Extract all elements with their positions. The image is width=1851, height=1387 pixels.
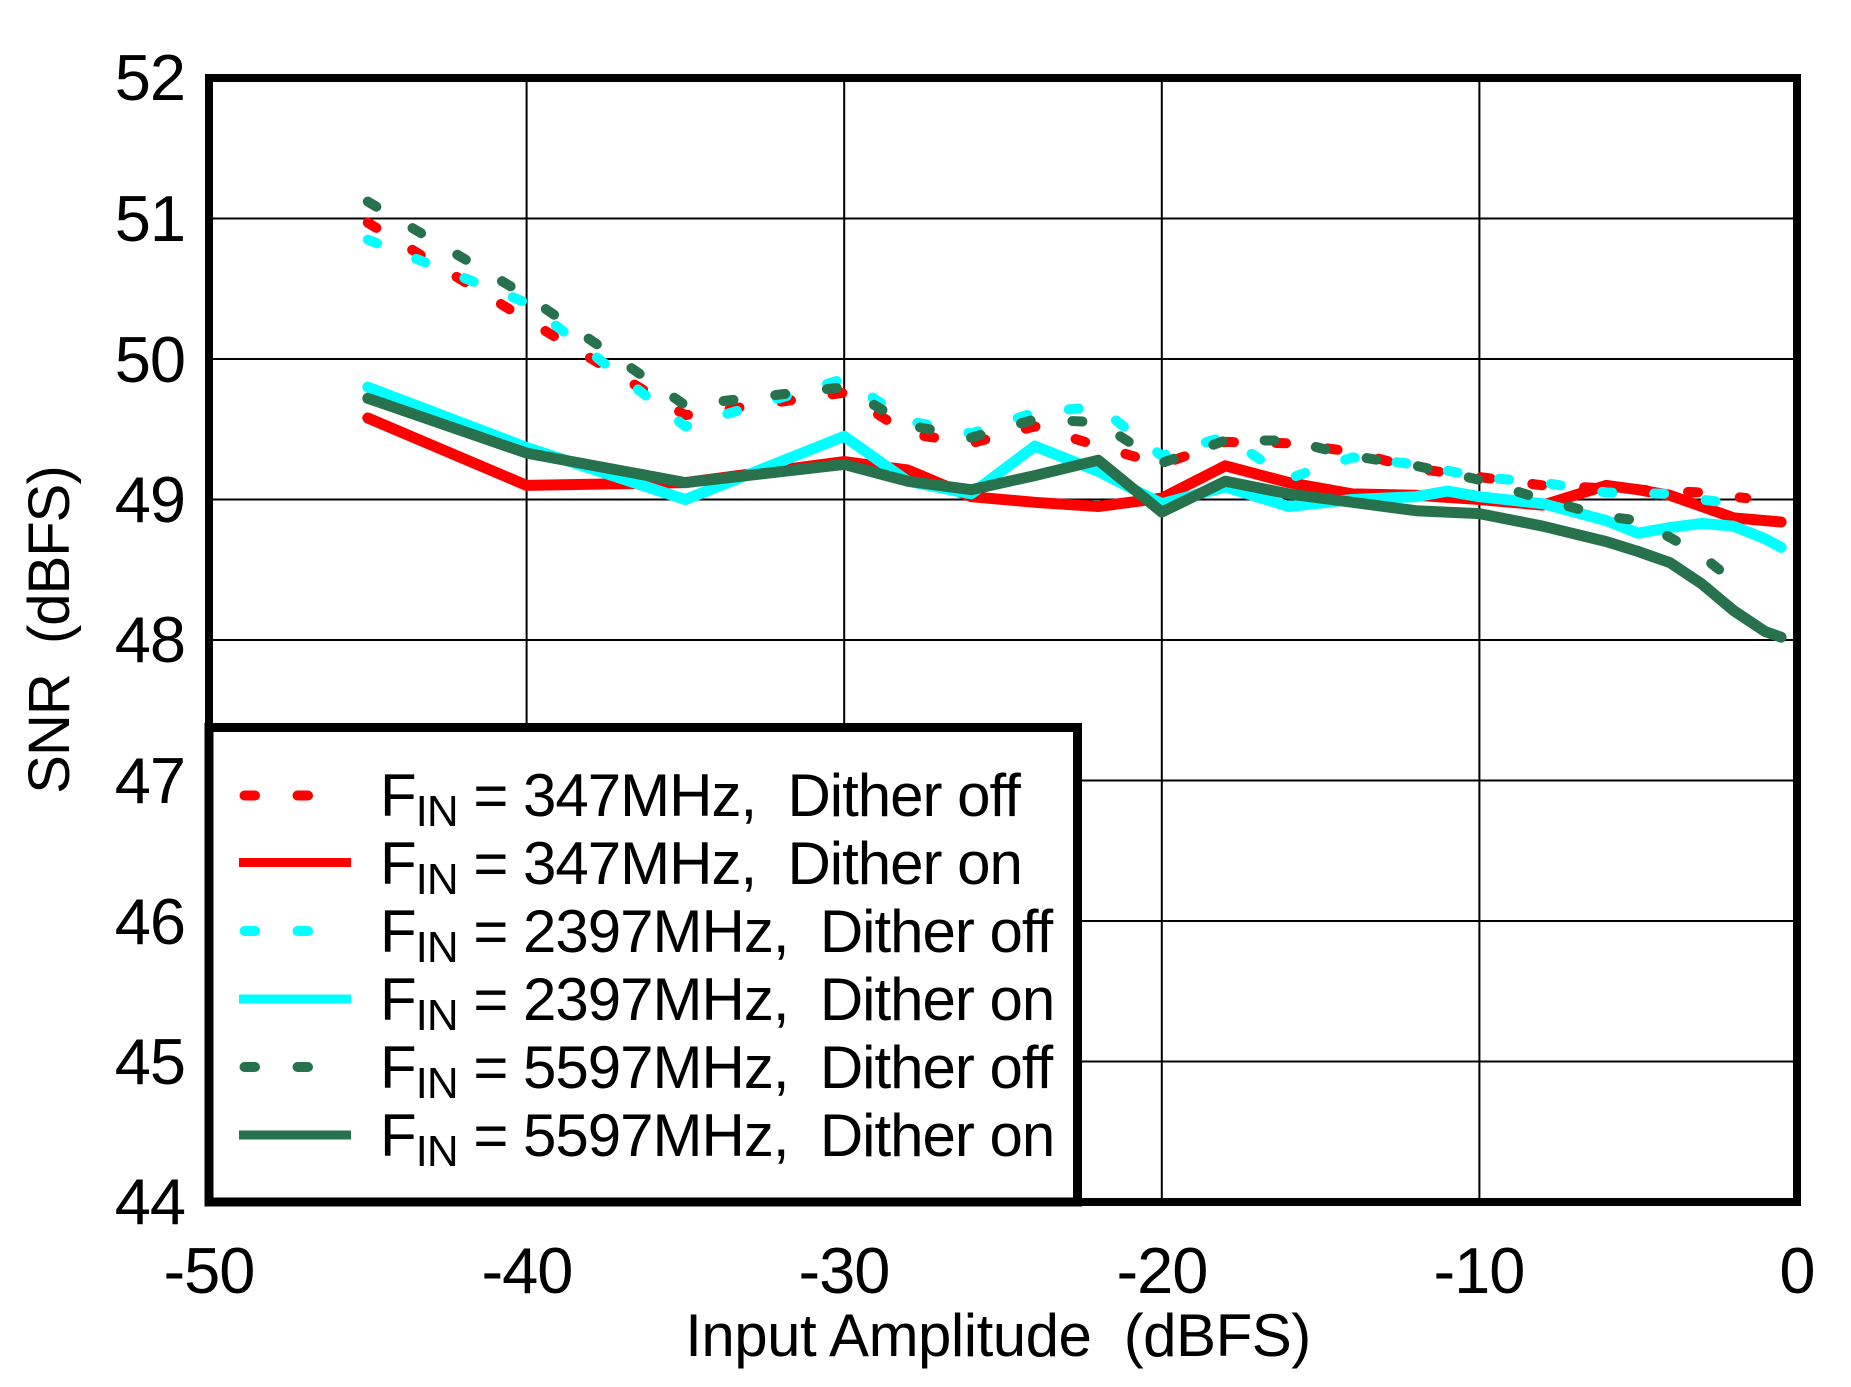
svg-text:-20: -20 [1117, 1234, 1208, 1307]
svg-text:FIN = 347MHz, Dither off: FIN = 347MHz, Dither off [380, 762, 1021, 836]
svg-text:FIN = 347MHz, Dither on: FIN = 347MHz, Dither on [380, 830, 1022, 904]
svg-text:FIN = 2397MHz, Dither off: FIN = 2397MHz, Dither off [380, 898, 1054, 972]
svg-text:45: 45 [115, 1025, 185, 1098]
svg-text:0: 0 [1779, 1234, 1814, 1307]
svg-text:FIN = 2397MHz, Dither on: FIN = 2397MHz, Dither on [380, 966, 1054, 1040]
svg-text:46: 46 [115, 885, 185, 958]
svg-text:-50: -50 [164, 1234, 255, 1307]
svg-text:48: 48 [115, 603, 185, 676]
svg-text:44: 44 [115, 1165, 185, 1238]
svg-text:50: 50 [115, 323, 185, 396]
svg-text:52: 52 [115, 41, 185, 114]
svg-text:Input Amplitude (dBFS): Input Amplitude (dBFS) [685, 1302, 1310, 1369]
svg-text:49: 49 [115, 463, 185, 536]
svg-text:SNR (dBFS): SNR (dBFS) [17, 466, 82, 793]
svg-text:47: 47 [115, 744, 185, 817]
svg-text:-40: -40 [482, 1234, 573, 1307]
svg-text:51: 51 [115, 182, 185, 255]
svg-text:-10: -10 [1434, 1234, 1525, 1307]
svg-text:FIN = 5597MHz, Dither on: FIN = 5597MHz, Dither on [380, 1102, 1054, 1176]
svg-text:FIN = 5597MHz, Dither off: FIN = 5597MHz, Dither off [380, 1034, 1054, 1108]
svg-text:-30: -30 [799, 1234, 890, 1307]
